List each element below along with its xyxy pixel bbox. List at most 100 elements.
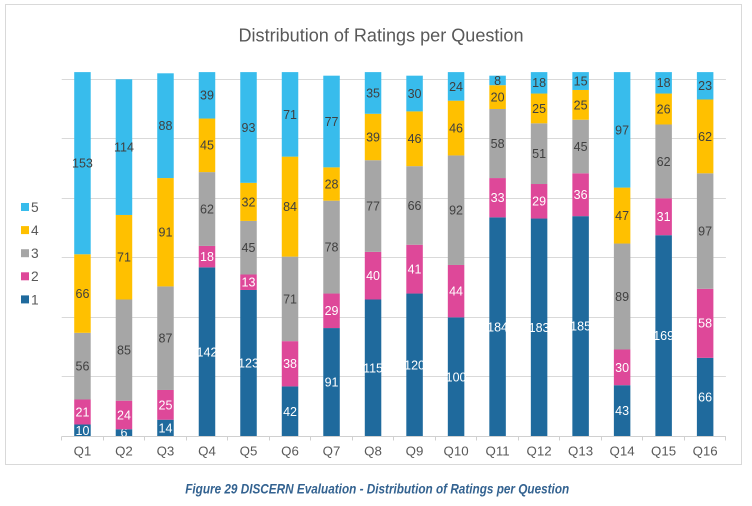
svg-text:51: 51 bbox=[532, 147, 546, 161]
svg-text:Q4: Q4 bbox=[198, 444, 216, 459]
svg-text:45: 45 bbox=[574, 140, 588, 154]
svg-text:77: 77 bbox=[366, 199, 380, 213]
svg-text:25: 25 bbox=[159, 398, 173, 412]
svg-text:Q8: Q8 bbox=[364, 444, 382, 459]
svg-text:Q6: Q6 bbox=[281, 444, 299, 459]
svg-text:Figure 29 DISCERN Evaluation -: Figure 29 DISCERN Evaluation - Distribut… bbox=[185, 482, 569, 497]
svg-text:Q13: Q13 bbox=[568, 444, 593, 459]
svg-text:46: 46 bbox=[449, 121, 463, 135]
svg-text:18: 18 bbox=[657, 76, 671, 90]
svg-text:183: 183 bbox=[529, 321, 550, 335]
svg-text:Q15: Q15 bbox=[651, 444, 676, 459]
svg-text:Q10: Q10 bbox=[443, 444, 468, 459]
svg-text:123: 123 bbox=[238, 357, 259, 371]
svg-text:43: 43 bbox=[615, 404, 629, 418]
svg-text:18: 18 bbox=[532, 76, 546, 90]
svg-text:120: 120 bbox=[404, 358, 425, 372]
svg-text:39: 39 bbox=[366, 130, 380, 144]
svg-text:66: 66 bbox=[698, 391, 712, 405]
svg-text:Q9: Q9 bbox=[406, 444, 424, 459]
svg-text:Q2: Q2 bbox=[115, 444, 133, 459]
svg-text:24: 24 bbox=[449, 80, 463, 94]
svg-text:62: 62 bbox=[698, 130, 712, 144]
svg-text:184: 184 bbox=[487, 320, 508, 334]
svg-text:89: 89 bbox=[615, 290, 629, 304]
svg-text:71: 71 bbox=[283, 108, 297, 122]
svg-text:87: 87 bbox=[159, 332, 173, 346]
svg-text:26: 26 bbox=[657, 102, 671, 116]
svg-text:Distribution of Ratings per Qu: Distribution of Ratings per Question bbox=[239, 24, 524, 45]
svg-text:91: 91 bbox=[159, 226, 173, 240]
svg-text:10: 10 bbox=[76, 424, 90, 438]
svg-text:93: 93 bbox=[242, 121, 256, 135]
svg-text:91: 91 bbox=[325, 376, 339, 390]
svg-text:14: 14 bbox=[159, 421, 173, 435]
svg-text:62: 62 bbox=[200, 202, 214, 216]
svg-text:92: 92 bbox=[449, 204, 463, 218]
svg-text:20: 20 bbox=[491, 91, 505, 105]
svg-text:5: 5 bbox=[31, 200, 39, 215]
svg-text:66: 66 bbox=[76, 287, 90, 301]
svg-text:29: 29 bbox=[532, 195, 546, 209]
svg-text:58: 58 bbox=[491, 137, 505, 151]
svg-text:Q16: Q16 bbox=[693, 444, 718, 459]
svg-text:85: 85 bbox=[117, 343, 131, 357]
svg-text:62: 62 bbox=[657, 155, 671, 169]
svg-text:115: 115 bbox=[363, 361, 383, 375]
svg-text:97: 97 bbox=[615, 123, 629, 137]
svg-text:28: 28 bbox=[325, 177, 339, 191]
svg-text:36: 36 bbox=[574, 188, 588, 202]
svg-text:Q1: Q1 bbox=[74, 444, 92, 459]
svg-text:6: 6 bbox=[120, 426, 127, 440]
svg-text:4: 4 bbox=[31, 223, 39, 238]
svg-text:15: 15 bbox=[574, 74, 588, 88]
svg-text:185: 185 bbox=[570, 320, 591, 334]
svg-text:71: 71 bbox=[117, 251, 131, 265]
svg-text:2: 2 bbox=[31, 269, 39, 284]
svg-text:13: 13 bbox=[242, 276, 256, 290]
svg-text:100: 100 bbox=[446, 370, 467, 384]
svg-text:71: 71 bbox=[283, 292, 297, 306]
svg-text:58: 58 bbox=[698, 317, 712, 331]
svg-text:42: 42 bbox=[283, 405, 297, 419]
svg-text:114: 114 bbox=[114, 141, 134, 155]
svg-text:35: 35 bbox=[366, 86, 380, 100]
svg-text:44: 44 bbox=[449, 285, 463, 299]
svg-text:24: 24 bbox=[117, 408, 131, 422]
svg-text:40: 40 bbox=[366, 269, 380, 283]
svg-text:30: 30 bbox=[408, 87, 422, 101]
svg-text:153: 153 bbox=[72, 157, 93, 171]
svg-text:45: 45 bbox=[242, 241, 256, 255]
svg-text:31: 31 bbox=[657, 210, 671, 224]
svg-text:Q3: Q3 bbox=[157, 444, 175, 459]
svg-text:3: 3 bbox=[31, 246, 39, 261]
svg-text:46: 46 bbox=[408, 132, 422, 146]
svg-text:56: 56 bbox=[76, 360, 90, 374]
svg-text:Q14: Q14 bbox=[610, 444, 635, 459]
svg-text:41: 41 bbox=[408, 263, 422, 277]
svg-text:Q5: Q5 bbox=[240, 444, 258, 459]
svg-text:Q11: Q11 bbox=[486, 444, 510, 459]
svg-text:Q12: Q12 bbox=[527, 444, 552, 459]
svg-text:25: 25 bbox=[532, 102, 546, 116]
svg-text:66: 66 bbox=[408, 199, 422, 213]
svg-text:8: 8 bbox=[494, 74, 501, 88]
svg-text:142: 142 bbox=[197, 345, 218, 359]
svg-text:88: 88 bbox=[159, 119, 173, 133]
svg-text:169: 169 bbox=[653, 329, 674, 343]
svg-text:1: 1 bbox=[31, 292, 39, 307]
svg-text:78: 78 bbox=[325, 241, 339, 255]
svg-text:84: 84 bbox=[283, 200, 297, 214]
svg-text:33: 33 bbox=[491, 191, 505, 205]
svg-text:32: 32 bbox=[242, 195, 256, 209]
svg-text:47: 47 bbox=[615, 209, 629, 223]
svg-text:18: 18 bbox=[200, 250, 214, 264]
svg-text:45: 45 bbox=[200, 139, 214, 153]
svg-text:Q7: Q7 bbox=[323, 444, 341, 459]
svg-text:97: 97 bbox=[698, 224, 712, 238]
svg-text:38: 38 bbox=[283, 357, 297, 371]
svg-text:29: 29 bbox=[325, 304, 339, 318]
svg-text:25: 25 bbox=[574, 98, 588, 112]
svg-text:39: 39 bbox=[200, 89, 214, 103]
svg-text:21: 21 bbox=[76, 405, 90, 419]
